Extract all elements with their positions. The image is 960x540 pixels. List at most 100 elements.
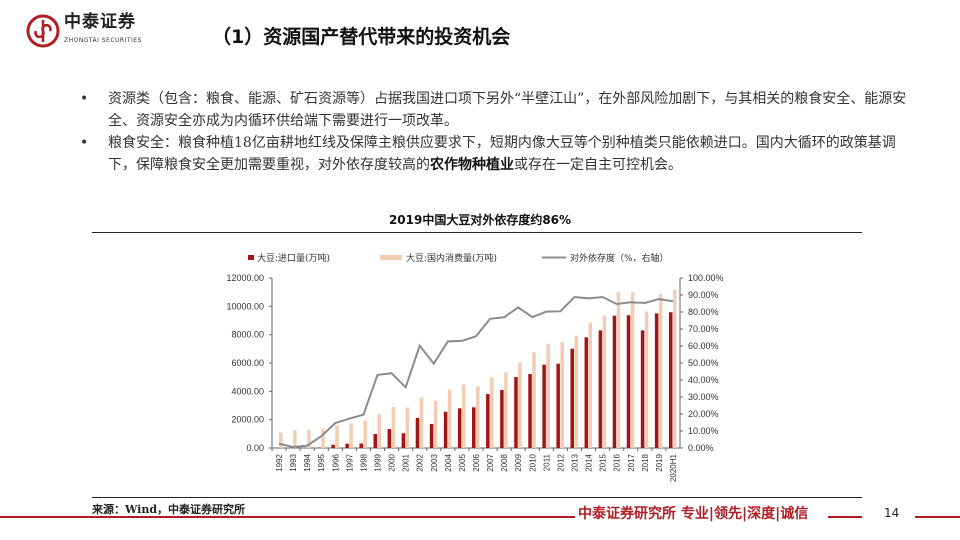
bar-import	[415, 417, 420, 448]
bar-consumption	[644, 311, 649, 448]
x-tick-label: 2008	[500, 453, 509, 471]
bar-consumption	[490, 377, 494, 448]
x-tick-label: 2020H1	[669, 453, 678, 482]
x-tick-label: 2010	[528, 453, 537, 471]
bar-import	[429, 424, 434, 448]
bar-consumption	[588, 322, 593, 448]
bar-import	[345, 443, 349, 448]
bar-consumption	[433, 400, 438, 448]
logo-mark-icon	[26, 14, 60, 48]
bar-consumption	[504, 372, 508, 448]
bar-import	[584, 337, 589, 448]
legend-swatch-import	[248, 255, 254, 260]
footer-line	[828, 516, 862, 518]
x-tick-label: 1993	[289, 453, 298, 471]
bullet-list: • 资源类（包含：粮食、能源、矿石资源等）占据我国进口项下另外“半壁江山”，在外部…	[80, 88, 910, 176]
x-tick-label: 2019	[655, 453, 664, 471]
bar-consumption	[546, 343, 550, 448]
bar-import	[654, 313, 659, 448]
logo-name: 中泰证券	[64, 12, 136, 32]
bar-import	[443, 411, 448, 448]
right-tick-label: 0.00%	[688, 443, 714, 453]
x-tick-label: 1998	[359, 453, 368, 471]
right-tick-label: 20.00%	[688, 409, 719, 419]
footer-line	[0, 516, 575, 518]
left-tick-label: 10000.00	[226, 301, 264, 311]
bar-import	[457, 408, 462, 448]
x-tick-label: 2016	[613, 453, 622, 471]
legend-label: 大豆:国内消费量(万吨)	[406, 252, 497, 264]
bar-consumption	[616, 292, 621, 448]
x-tick-label: 2001	[402, 453, 411, 471]
x-tick-label: 1996	[331, 453, 340, 471]
legend-label: 大豆:进口量(万吨)	[257, 252, 330, 264]
bar-consumption	[307, 430, 311, 448]
right-tick-label: 100.00%	[688, 273, 724, 283]
bar-consumption	[363, 420, 367, 448]
bar-consumption	[574, 335, 578, 448]
bar-consumption	[476, 386, 480, 448]
bar-consumption	[518, 362, 522, 448]
right-tick-label: 60.00%	[688, 341, 719, 351]
bar-consumption	[419, 397, 424, 448]
x-tick-label: 1995	[317, 453, 326, 471]
bar-consumption	[405, 407, 410, 448]
right-tick-label: 90.00%	[688, 290, 719, 300]
left-tick-label: 8000.00	[231, 330, 264, 340]
bar-import	[359, 443, 363, 448]
x-tick-label: 1994	[303, 453, 312, 471]
x-tick-label: 2000	[388, 453, 397, 471]
bar-import	[331, 444, 335, 448]
bar-import	[401, 433, 406, 448]
bullet-item: • 粮食安全：粮食种植18亿亩耕地红线及保障主粮供应要求下，短期内像大豆等个别种植…	[80, 135, 896, 173]
x-tick-label: 2003	[430, 453, 439, 471]
x-tick-label: 2014	[585, 453, 594, 471]
chart: 0.00 2000.00 4000.00 6000.00 8000.00 10000.00…	[226, 252, 724, 482]
bar-import	[486, 394, 490, 448]
left-tick-label: 6000.00	[231, 358, 264, 368]
bar-import	[598, 330, 603, 448]
bar-consumption	[658, 294, 663, 448]
logo	[26, 14, 60, 48]
x-tick-label: 2012	[556, 453, 565, 471]
bar-consumption	[349, 423, 353, 448]
page-title: （1）资源国产替代带来的投资机会	[212, 26, 511, 48]
footer-line	[915, 516, 960, 518]
right-tick-label: 40.00%	[688, 375, 719, 385]
x-tick-label: 2002	[416, 453, 425, 471]
right-tick-label: 30.00%	[688, 392, 719, 402]
bar-import	[387, 429, 392, 448]
bar-import	[612, 315, 617, 448]
bar-consumption	[461, 384, 466, 448]
x-tick-label: 1992	[275, 453, 284, 471]
bar-consumption	[447, 389, 452, 448]
x-tick-label: 2006	[472, 453, 481, 471]
legend-label: 对外依存度（%，右轴）	[570, 252, 669, 264]
bar-import	[542, 364, 546, 448]
x-tick-label: 2017	[627, 453, 636, 471]
logo-english: ZHONGTAI SECURITIES	[64, 37, 142, 44]
x-tick-label: 2004	[444, 453, 453, 471]
bar-consumption	[279, 432, 283, 448]
bar-import	[556, 363, 560, 448]
x-tick-label: 2015	[599, 453, 608, 471]
bar-import	[626, 315, 631, 448]
x-tick-label: 2013	[570, 453, 579, 471]
bar-consumption	[672, 289, 677, 448]
bar-consumption	[391, 407, 396, 448]
x-tick-label: 1999	[374, 453, 383, 471]
left-tick-label: 2000.00	[231, 415, 264, 425]
chart-title: 2019中国大豆对外依存度约86%	[388, 213, 572, 227]
bar-import	[500, 389, 504, 448]
line-dependency	[278, 295, 674, 448]
right-tick-label: 50.00%	[688, 358, 719, 368]
bar-consumption	[377, 414, 382, 448]
bar-import	[668, 312, 673, 448]
bar-import	[528, 374, 532, 448]
x-tick-label: 1997	[345, 453, 354, 471]
legend-swatch-consumption	[380, 255, 402, 260]
left-tick-label: 12000.00	[226, 273, 264, 283]
bar-import	[373, 433, 378, 448]
bar-import	[472, 407, 476, 448]
left-tick-label: 0.00	[246, 443, 264, 453]
